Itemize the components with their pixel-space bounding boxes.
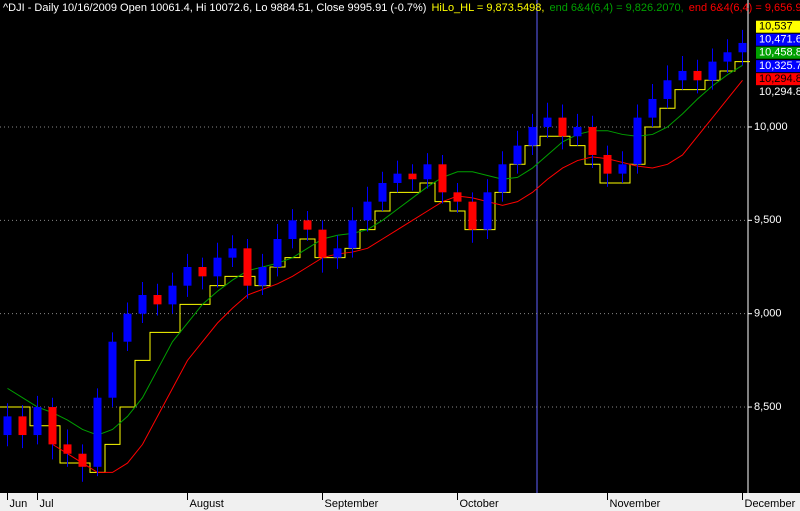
candle-body — [678, 70, 687, 81]
indicator-line — [7, 64, 743, 436]
candle-body — [288, 220, 297, 239]
title: ^DJI - Daily 10/16/2009 Open 10061.4, Hi… — [3, 2, 426, 14]
candle-body — [48, 407, 57, 445]
indicator-line — [52, 79, 743, 473]
price-label: 10,294.8 — [759, 86, 800, 98]
candle-body — [273, 238, 282, 268]
price-label-box — [756, 33, 800, 46]
candle-body — [363, 201, 372, 221]
candle-body — [333, 248, 342, 258]
candle-body — [168, 285, 177, 305]
price-label: 10,471.6 — [759, 34, 800, 46]
y-tick-label: 10,000 — [754, 121, 788, 133]
price-label-box — [756, 46, 800, 59]
candle-body — [693, 70, 702, 81]
candle-body — [138, 295, 147, 314]
candle-body — [588, 126, 597, 155]
candle-body — [603, 154, 612, 174]
legend-text: end 6&4(6,4) = 9,826.2070, — [549, 2, 683, 14]
candle-body — [468, 201, 477, 230]
candle-body — [18, 416, 27, 436]
x-axis-area — [0, 493, 800, 511]
x-tick-label: September — [325, 498, 379, 510]
candle-body — [393, 173, 402, 183]
y-tick-label: 9,500 — [754, 214, 782, 226]
price-label-box — [756, 86, 800, 99]
candle-body — [348, 220, 357, 249]
candle-body — [708, 61, 717, 81]
candle-body — [153, 295, 162, 305]
candle-body — [258, 267, 267, 286]
x-tick-label: December — [745, 498, 796, 510]
candle-body — [213, 257, 222, 277]
candle-body — [93, 397, 102, 467]
candle-body — [483, 192, 492, 230]
price-label: 10,458.8 — [759, 47, 800, 59]
candle-body — [423, 164, 432, 180]
candle-body — [63, 444, 72, 454]
candle-body — [513, 145, 522, 165]
candle-body — [33, 407, 42, 436]
candle-body — [723, 52, 732, 62]
candle-body — [498, 164, 507, 193]
candle-body — [318, 229, 327, 258]
price-label-box — [756, 73, 800, 86]
y-tick-label: 8,500 — [754, 401, 782, 413]
candle-body — [78, 453, 87, 467]
price-label: 10,294.8 — [759, 73, 800, 85]
legend-text: HiLo_HL = 9,873.5498, — [431, 2, 544, 14]
candle-body — [228, 248, 237, 258]
candle-body — [573, 126, 582, 137]
x-tick-label: August — [190, 498, 224, 510]
indicator-line — [0, 61, 750, 473]
candle-body — [303, 220, 312, 230]
x-tick-label: Jun — [10, 498, 28, 510]
y-tick-label: 9,000 — [754, 308, 782, 320]
price-label-box — [756, 60, 800, 73]
candle-body — [528, 126, 537, 146]
candle-body — [123, 313, 132, 342]
candle-body — [408, 173, 417, 180]
legend-text: end 6&4(6,4) = 9,656.9297, — [689, 2, 800, 14]
candle-body — [648, 98, 657, 118]
candle-body — [243, 248, 252, 286]
candle-body — [183, 267, 192, 286]
candle-body — [453, 192, 462, 202]
header: ^DJI - Daily 10/16/2009 Open 10061.4, Hi… — [3, 2, 800, 14]
candle-body — [438, 164, 447, 193]
x-tick-label: November — [610, 498, 661, 510]
candle-body — [558, 117, 567, 137]
candle-body — [663, 80, 672, 99]
candle-body — [378, 182, 387, 202]
candle-body — [543, 117, 552, 127]
x-tick-label: Jul — [40, 498, 54, 510]
candle-body — [3, 416, 12, 436]
candle-body — [618, 164, 627, 174]
price-label: 10,537 — [759, 21, 793, 33]
price-label: 10,325.7 — [759, 60, 800, 72]
candle-body — [198, 267, 207, 277]
x-tick-label: October — [460, 498, 499, 510]
price-label-box — [756, 20, 800, 33]
candle-body — [738, 42, 747, 53]
candle-body — [633, 117, 642, 165]
candle-body — [108, 341, 117, 398]
